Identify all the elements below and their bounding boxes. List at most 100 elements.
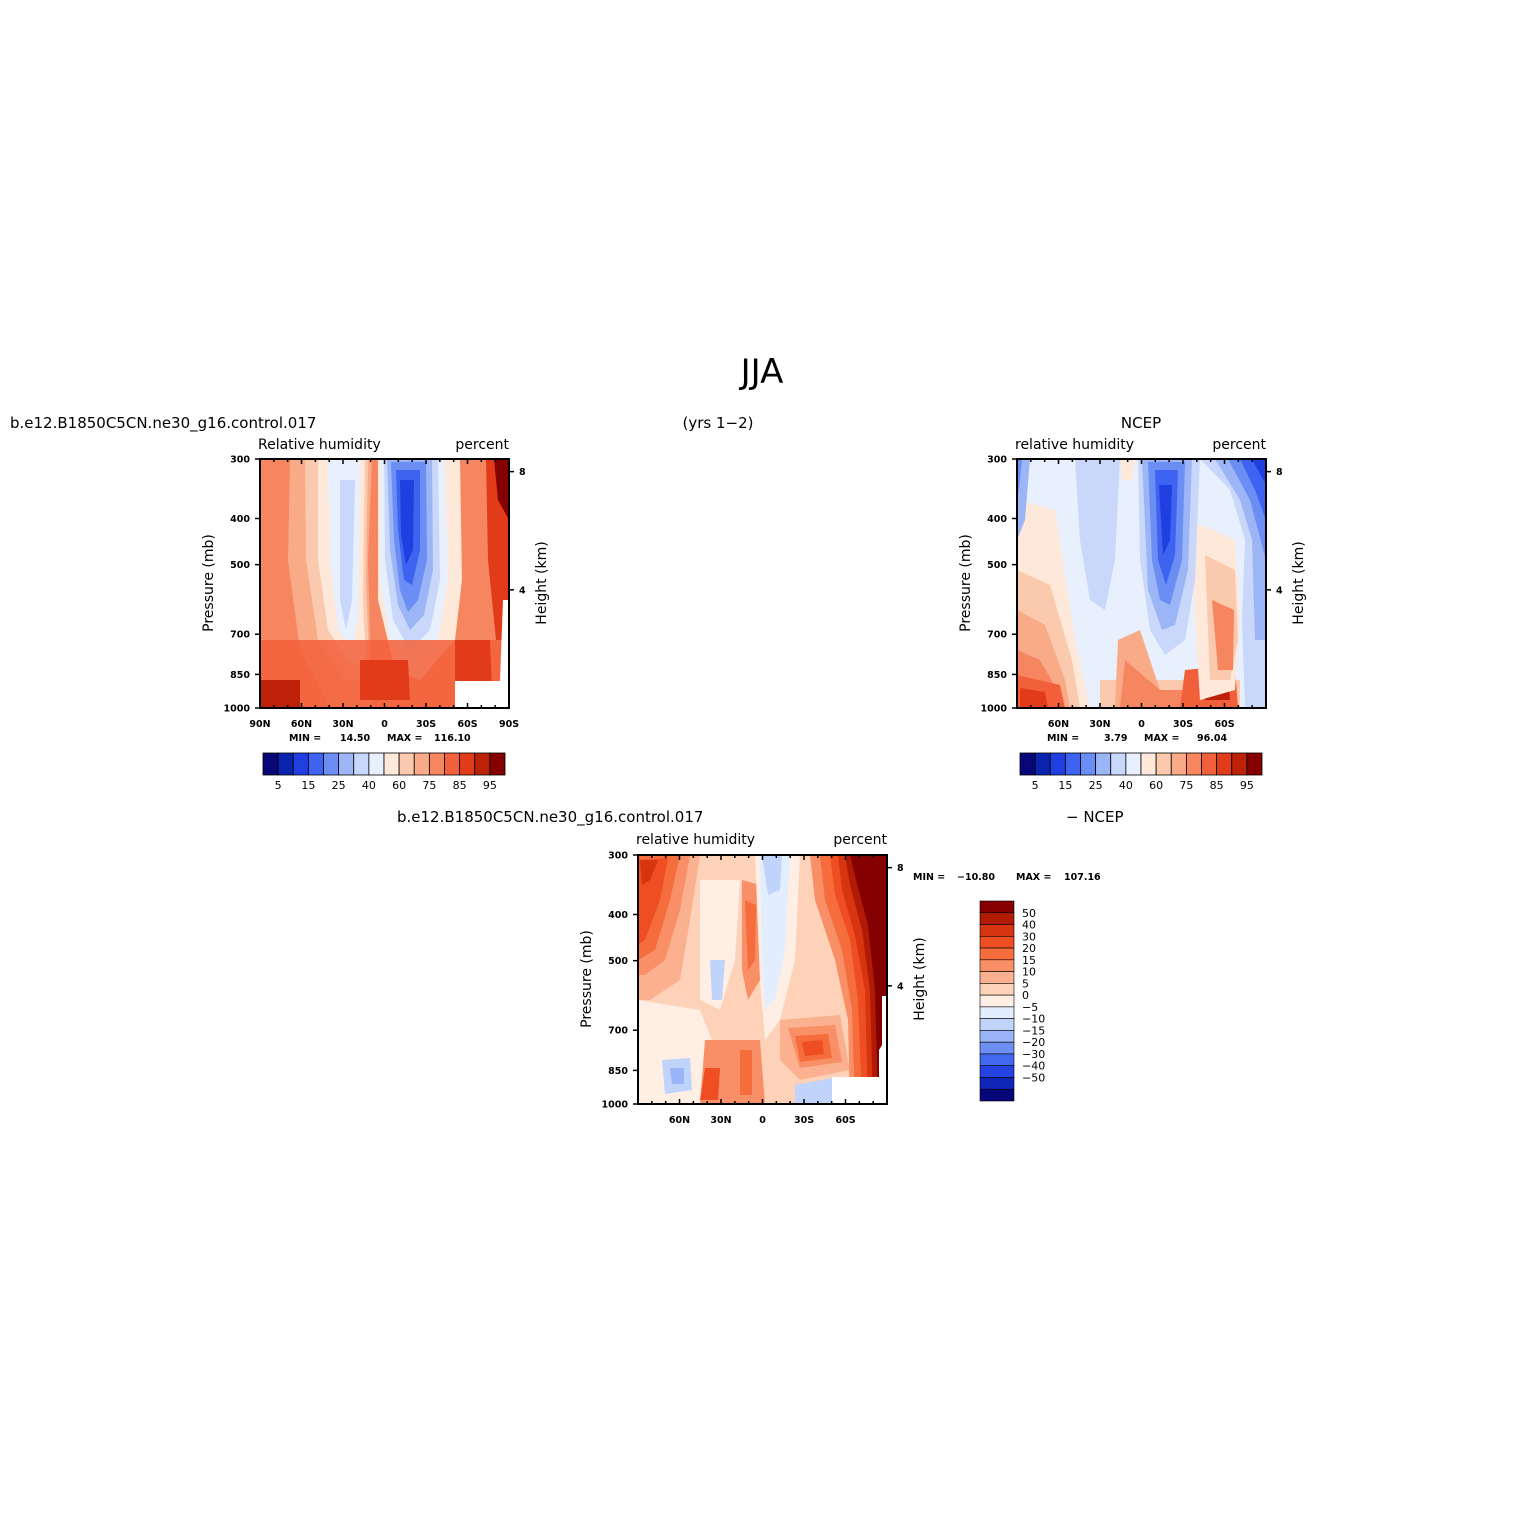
model-colorbar-swatch xyxy=(428,752,445,776)
obs-contour-level xyxy=(1075,459,1120,610)
model-colorbar-swatch xyxy=(277,752,294,776)
obs-y-tick-label: 700 xyxy=(987,630,1007,641)
diff-colorbar-swatch xyxy=(979,1018,1015,1031)
obs-colorbar-label: 75 xyxy=(1179,779,1193,792)
diff-y-tick-label: 500 xyxy=(608,956,628,967)
model-panel: Relative humidity percent 90N 6 xyxy=(201,437,550,792)
model-contours xyxy=(260,459,509,708)
diff-colorbar-label: 40 xyxy=(1022,919,1036,932)
diff-colorbar-label: −50 xyxy=(1022,1071,1045,1084)
model-colorbar-swatch xyxy=(489,752,506,776)
model-colorbar-label: 5 xyxy=(275,779,282,792)
model-colorbar-swatch xyxy=(474,752,491,776)
obs-min-label: MIN = xyxy=(1047,733,1079,744)
obs-colorbar-label: 25 xyxy=(1089,779,1103,792)
model-colorbar: 5 15 25 40 60 75 85 95 xyxy=(262,752,506,792)
model-x-tick-label: 30N xyxy=(332,719,353,730)
model-colorbar-label: 25 xyxy=(332,779,346,792)
obs-y-tick-label: 400 xyxy=(987,514,1007,525)
model-x-tick-label: 30S xyxy=(416,719,436,730)
model-colorbar-swatch xyxy=(413,752,430,776)
diff-contour-level xyxy=(802,1040,824,1056)
obs-source-name: NCEP xyxy=(1121,414,1161,432)
obs-contour-level xyxy=(1017,459,1030,540)
diff-contour-level xyxy=(700,880,740,1010)
diff-colorbar-swatch xyxy=(979,1077,1015,1090)
model-y-tick-label: 400 xyxy=(230,514,250,525)
diff-right-label: percent xyxy=(833,832,887,848)
figure-title: JJA xyxy=(739,352,784,392)
diff-colorbar-swatch xyxy=(979,912,1015,925)
model-height-tick-label: 4 xyxy=(519,585,526,596)
model-y-tick-label: 300 xyxy=(230,455,250,466)
obs-colorbar-swatch xyxy=(1170,752,1187,776)
diff-panel: b.e12.B1850C5CN.ne30_g16.control.017 − N… xyxy=(397,808,1124,1126)
obs-contour-level xyxy=(1120,459,1135,480)
diff-colorbar-swatch xyxy=(979,947,1015,961)
obs-colorbar-swatch xyxy=(1034,752,1051,776)
diff-left-label: relative humidity xyxy=(636,832,755,848)
obs-panel: relative humidity percent xyxy=(958,437,1307,792)
obs-contour-level xyxy=(1017,459,1022,495)
years-label: (yrs 1−2) xyxy=(683,414,754,432)
obs-left-label: relative humidity xyxy=(1015,437,1134,453)
diff-contour-level xyxy=(710,960,725,1000)
model-x-tick-label: 60S xyxy=(457,719,477,730)
obs-colorbar-swatch xyxy=(1064,752,1081,776)
obs-colorbar-swatch xyxy=(1140,752,1157,776)
obs-ylabel: Pressure (mb) xyxy=(958,534,974,632)
obs-min-value: 3.79 xyxy=(1104,733,1127,744)
diff-colorbar-label: 15 xyxy=(1022,954,1036,967)
diff-contour-level xyxy=(740,1050,752,1095)
diff-colorbar-label: 10 xyxy=(1022,966,1036,979)
obs-contour-level xyxy=(1240,459,1266,520)
model-ylabel: Pressure (mb) xyxy=(201,534,217,632)
model-colorbar-label: 95 xyxy=(483,779,497,792)
diff-colorbar-label: 0 xyxy=(1022,989,1029,1002)
model-colorbar-label: 40 xyxy=(362,779,376,792)
model-colorbar-swatch xyxy=(292,752,309,776)
diff-missing-region xyxy=(879,996,887,1077)
diff-x-tick-label: 0 xyxy=(759,1115,766,1126)
diff-min-label: MIN = xyxy=(913,872,945,883)
diff-max-label: MAX = xyxy=(1016,872,1051,883)
model-y-tick-label: 850 xyxy=(230,670,250,681)
model-colorbar-label: 85 xyxy=(453,779,467,792)
diff-contour-level xyxy=(795,1078,832,1104)
diff-missing-region xyxy=(832,1077,887,1104)
diff-colorbar-swatch xyxy=(979,1030,1015,1043)
diff-y-tick-label: 700 xyxy=(608,1026,628,1037)
obs-colorbar-label: 95 xyxy=(1240,779,1254,792)
obs-y-tick-label: 1000 xyxy=(981,704,1008,715)
obs-ylabel-right: Height (km) xyxy=(1291,541,1307,624)
obs-colorbar: 5 15 25 40 60 75 85 95 xyxy=(1019,752,1263,792)
model-contour-level xyxy=(340,480,355,630)
obs-x-tick-label: 30S xyxy=(1173,719,1193,730)
obs-colorbar-swatch xyxy=(1216,752,1233,776)
model-contour-level xyxy=(455,640,492,690)
obs-y-tick-label: 500 xyxy=(987,560,1007,571)
model-case-name: b.e12.B1850C5CN.ne30_g16.control.017 xyxy=(10,414,316,433)
diff-colorbar-swatch xyxy=(979,900,1015,914)
model-contour-level xyxy=(494,459,509,520)
diff-colorbar-swatch xyxy=(979,1065,1015,1078)
obs-x-tick-label: 60N xyxy=(1048,719,1069,730)
model-height-tick-label: 8 xyxy=(519,467,526,478)
diff-x-tick-label: 30N xyxy=(710,1115,731,1126)
model-y-tick-label: 1000 xyxy=(224,704,251,715)
diff-x-tick-label: 30S xyxy=(794,1115,814,1126)
model-colorbar-swatch xyxy=(383,752,400,776)
diff-x-tick-label: 60S xyxy=(835,1115,855,1126)
obs-colorbar-swatch xyxy=(1201,752,1218,776)
obs-colorbar-label: 40 xyxy=(1119,779,1133,792)
diff-y-tick-label: 400 xyxy=(608,910,628,921)
diff-colorbar-label: −40 xyxy=(1022,1060,1045,1073)
diff-axes: 60N 30N 0 30S 60S 300 400 500 700 850 1000 8 4 xyxy=(602,851,904,1127)
diff-colorbar-swatch xyxy=(979,1041,1015,1055)
diff-colorbar-swatch xyxy=(979,1053,1015,1067)
diff-colorbar-swatch xyxy=(979,1006,1015,1019)
model-missing-region xyxy=(455,681,509,708)
obs-x-tick-label: 30N xyxy=(1089,719,1110,730)
diff-colorbar-label: −30 xyxy=(1022,1048,1045,1061)
